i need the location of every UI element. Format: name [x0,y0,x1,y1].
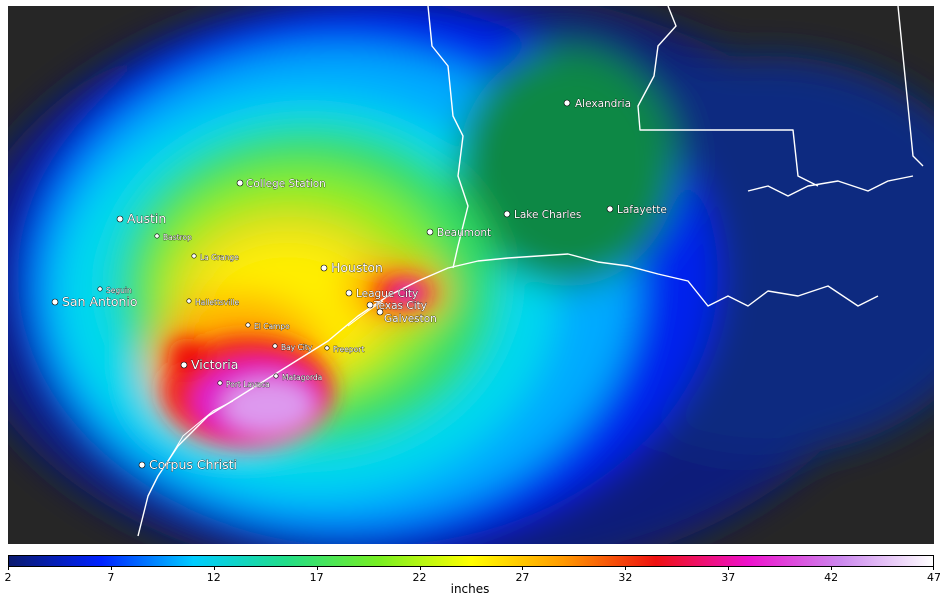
city-dot [154,233,160,239]
city-dot [186,298,192,304]
colorbar-tick-label: 42 [824,571,839,584]
city-dot [606,205,614,213]
city-dot [217,380,223,386]
city-label: Freeport [333,345,364,354]
city-dot [51,298,59,306]
city-dot [97,286,103,292]
city-label: Galveston [384,313,437,325]
city-dot [245,322,251,328]
city-label: Alexandria [575,98,631,110]
colorbar-tick-mark [316,567,318,570]
colorbar-tick-label: 37 [721,571,736,584]
city-label: Texas City [373,300,427,312]
coastline [137,6,924,537]
colorbar-tick-mark [831,567,833,570]
rainfall-map-canvas: Alexandria College Station Austin Bastrop La… [8,6,934,544]
city-dot [320,264,328,272]
city-dot [366,301,374,309]
city-label: Victoria [191,357,238,372]
colorbar-tick-label: 27 [515,571,530,584]
city-dot [563,99,571,107]
city-dot [191,253,197,259]
colorbar-tick-mark [625,567,627,570]
colorbar-tick-mark [522,567,524,570]
colorbar-tick-mark [8,567,9,570]
city-dot [345,289,353,297]
colorbar-tick-mark [933,567,934,570]
city-markers: Alexandria College Station Austin Bastrop La… [51,98,667,472]
city-label: Seguin [106,286,132,295]
city-dot [503,210,511,218]
colorbar-ticks: 2 7 12 17 22 27 32 37 42 47 [4,567,940,589]
colorbar-tick-mark [728,567,730,570]
colorbar-tick-label: 47 [927,571,940,584]
city-label: Matagorda [282,373,322,382]
city-dot [376,308,384,316]
city-label: Bastrop [163,233,192,242]
city-label: League City [356,288,418,300]
rainfall-map: Alexandria College Station Austin Bastrop La… [8,6,934,544]
city-dot [426,228,434,236]
rainfall-field [8,6,934,544]
city-label: Port Lavaca [226,380,270,389]
colorbar [8,555,934,567]
city-dot [116,215,124,223]
city-dot [236,179,244,187]
colorbar-tick-label: 2 [4,571,12,584]
colorbar-tick-mark [110,567,112,570]
colorbar-tick-label: 32 [618,571,633,584]
colorbar-tick-mark [419,567,421,570]
city-label: Lake Charles [514,209,581,221]
city-label: El Campo [254,322,290,331]
city-dot [138,461,146,469]
colorbar-tick-mark [213,567,215,570]
colorbar-tick-label: 17 [309,571,324,584]
city-label: College Station [246,178,326,190]
city-label: La Grange [200,253,239,262]
city-label: Bay City [281,343,313,352]
city-label: Corpus Christi [149,457,237,472]
colorbar-unit-label: inches [450,582,490,596]
colorbar-tick-label: 7 [107,571,115,584]
city-label: Lafayette [617,204,667,216]
city-label: Hallettsville [195,298,239,307]
colorbar-tick-label: 12 [206,571,221,584]
city-label: Austin [127,211,166,226]
city-label: San Antonio [62,294,138,309]
city-label: Beaumont [437,227,491,239]
city-dot [180,361,188,369]
city-label: Houston [331,260,383,275]
colorbar-tick-label: 22 [412,571,427,584]
city-dot [272,343,278,349]
city-dot [324,345,330,351]
city-dot [273,373,279,379]
